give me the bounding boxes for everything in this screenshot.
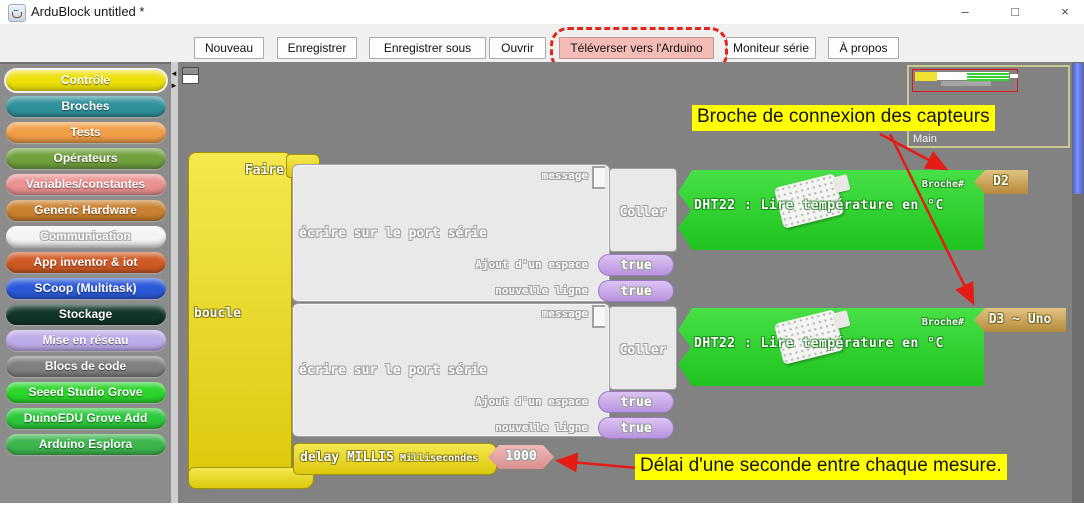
splitter-divider[interactable]: ◄ ► bbox=[170, 62, 178, 503]
collapse-left-icon[interactable]: ◄ bbox=[170, 69, 178, 78]
message-socket-1[interactable] bbox=[592, 166, 605, 189]
serial-print-block-1[interactable] bbox=[292, 164, 610, 302]
pin-value-block-d3[interactable]: D3 ~ Uno bbox=[974, 308, 1066, 332]
arrow-to-delay bbox=[555, 452, 638, 473]
loop-block[interactable] bbox=[188, 152, 292, 489]
message-label-2: message bbox=[541, 307, 588, 320]
scrollbar-thumb[interactable] bbox=[1073, 63, 1083, 194]
delay-label: delay MILLIS bbox=[300, 450, 394, 465]
window-title: ArduBlock untitled * bbox=[31, 4, 145, 19]
sidebar-item-operateurs[interactable]: Opérateurs bbox=[5, 148, 166, 169]
serial-write-label-1: écrire sur le port série bbox=[299, 226, 487, 241]
minimap-viewport[interactable] bbox=[912, 69, 1018, 92]
message-socket-2[interactable] bbox=[592, 305, 605, 328]
save-button[interactable]: Enregistrer bbox=[277, 37, 357, 59]
save-as-button[interactable]: Enregistrer sous bbox=[369, 37, 486, 59]
delay-millis-block[interactable] bbox=[293, 443, 497, 475]
delay-unit-label: Millisecondes bbox=[400, 453, 479, 464]
dht22-label-2: DHT22 : Lire température en °C bbox=[694, 336, 944, 351]
internal-frame-icon[interactable] bbox=[182, 67, 199, 84]
newline-value-1[interactable]: true bbox=[598, 280, 674, 302]
message-label-1: message bbox=[541, 169, 588, 182]
newline-label-1: nouvelle ligne bbox=[495, 284, 588, 297]
category-sidebar: Contrôle Broches Tests Opérateurs Variab… bbox=[0, 62, 171, 503]
pin-value-block-d2[interactable]: D2 bbox=[974, 170, 1028, 194]
collapse-right-icon[interactable]: ► bbox=[170, 81, 178, 90]
sidebar-item-mise-en-reseau[interactable]: Mise en réseau bbox=[5, 330, 166, 351]
sidebar-item-communication[interactable]: Communication bbox=[5, 226, 166, 247]
minimap-loop-block bbox=[915, 72, 937, 81]
sidebar-item-variables[interactable]: Variables/constantes bbox=[5, 174, 166, 195]
minimap-main-label: Main bbox=[913, 133, 937, 145]
sidebar-item-duinoedu-grove[interactable]: DuinoEDU Grove Add bbox=[5, 408, 166, 429]
title-bar: ArduBlock untitled * – □ × bbox=[0, 0, 1084, 24]
add-space-value-1[interactable]: true bbox=[598, 254, 674, 276]
sidebar-item-controle[interactable]: Contrôle bbox=[5, 70, 166, 91]
serial-monitor-button[interactable]: Moniteur série bbox=[726, 37, 816, 59]
annotation-sensor-pins: Broche de connexion des capteurs bbox=[692, 105, 995, 131]
about-button[interactable]: À propos bbox=[828, 37, 899, 59]
glue-block-2[interactable]: Coller bbox=[609, 306, 677, 390]
sidebar-item-app-inventor[interactable]: App inventor & iot bbox=[5, 252, 166, 273]
sidebar-item-broches[interactable]: Broches bbox=[5, 96, 166, 117]
add-space-value-2[interactable]: true bbox=[598, 391, 674, 413]
pin-socket-label-2: Broche# bbox=[921, 317, 964, 328]
sidebar-item-seeed-grove[interactable]: Seeed Studio Grove bbox=[5, 382, 166, 403]
minimize-button[interactable]: – bbox=[961, 4, 969, 19]
pin-socket-label-1: Broche# bbox=[921, 179, 964, 190]
annotation-delay: Délai d'une seconde entre chaque mesure. bbox=[635, 454, 1007, 480]
sidebar-item-tests[interactable]: Tests bbox=[5, 122, 166, 143]
loop-do-label: Faire bbox=[244, 163, 284, 178]
sidebar-item-scoop[interactable]: SCoop (Multitask) bbox=[5, 278, 166, 299]
minimap-sub-block bbox=[941, 81, 991, 86]
open-button[interactable]: Ouvrir bbox=[489, 37, 546, 59]
sidebar-item-arduino-esplora[interactable]: Arduino Esplora bbox=[5, 434, 166, 455]
minimap-pin-block bbox=[1010, 74, 1018, 78]
sidebar-item-stockage[interactable]: Stockage bbox=[5, 304, 166, 325]
upload-to-arduino-button[interactable]: Téléverser vers l'Arduino bbox=[559, 37, 714, 59]
serial-write-label-2: écrire sur le port série bbox=[299, 363, 487, 378]
java-app-icon bbox=[8, 4, 26, 22]
minimap-green-blocks bbox=[967, 72, 1009, 81]
vertical-scrollbar[interactable] bbox=[1072, 62, 1084, 503]
maximize-button[interactable]: □ bbox=[1011, 4, 1019, 19]
close-button[interactable]: × bbox=[1061, 4, 1069, 19]
loop-block-foot bbox=[188, 467, 314, 489]
newline-value-2[interactable]: true bbox=[598, 417, 674, 439]
minimap-gray-blocks bbox=[937, 72, 995, 80]
newline-label-2: nouvelle ligne bbox=[495, 421, 588, 434]
serial-print-block-2[interactable] bbox=[292, 303, 610, 437]
sidebar-item-generic-hardware[interactable]: Generic Hardware bbox=[5, 200, 166, 221]
sidebar-item-blocs-de-code[interactable]: Blocs de code bbox=[5, 356, 166, 377]
glue-block-1[interactable]: Coller bbox=[609, 168, 677, 252]
add-space-label-1: Ajout d'un espace bbox=[475, 258, 588, 271]
delay-value-block[interactable]: 1000 bbox=[488, 445, 554, 469]
dht22-label-1: DHT22 : Lire température en °C bbox=[694, 198, 944, 213]
new-button[interactable]: Nouveau bbox=[194, 37, 264, 59]
loop-name-label: boucle bbox=[194, 306, 241, 321]
block-canvas[interactable]: Faire boucle message écrire sur le port … bbox=[178, 62, 1072, 503]
add-space-label-2: Ajout d'un espace bbox=[475, 395, 588, 408]
